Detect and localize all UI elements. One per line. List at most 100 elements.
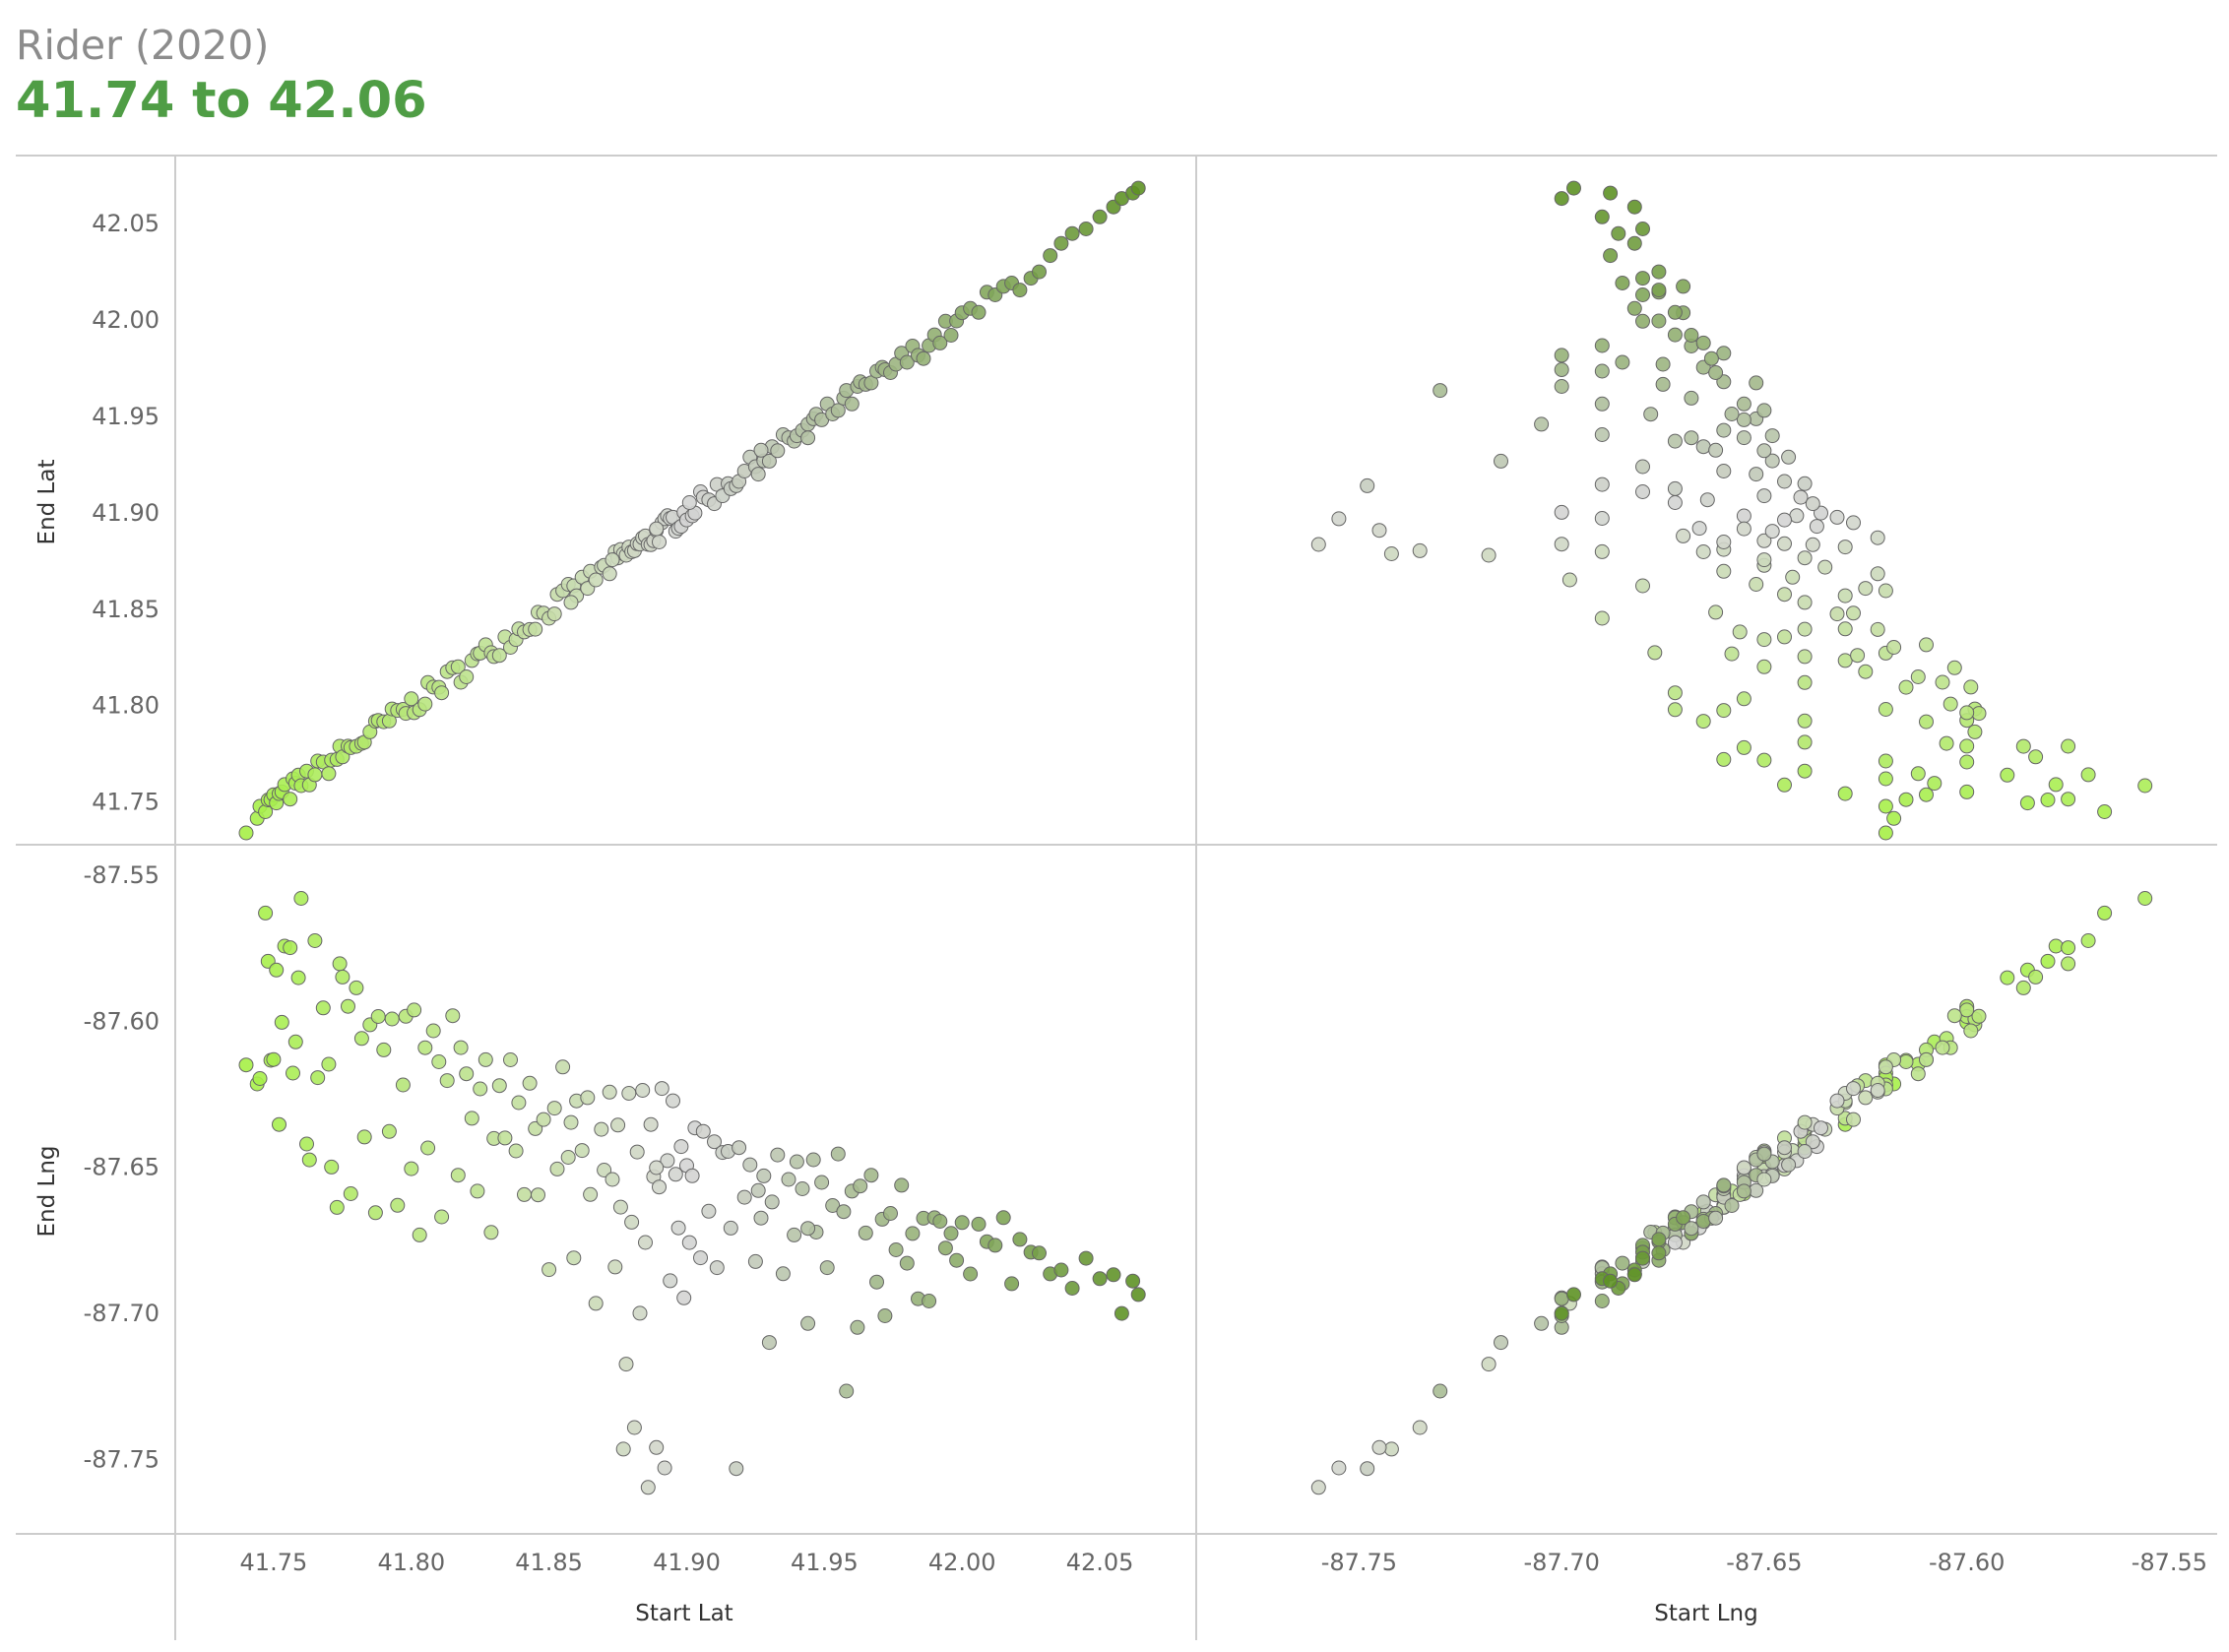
scatter-point [1594, 396, 1610, 412]
scatter-point [310, 1070, 326, 1086]
scatter-point [1554, 504, 1569, 520]
scatter-point [830, 1146, 846, 1162]
scatter-point [693, 1250, 708, 1266]
scatter-point [546, 1101, 562, 1116]
scatter-point [1837, 540, 1853, 555]
scatter-point [1676, 1210, 1691, 1226]
scatter-point [1910, 766, 1926, 782]
y-tick-label: -87.75 [84, 1446, 159, 1474]
scatter-point [258, 905, 274, 921]
scatter-point [1651, 1245, 1667, 1261]
scatter-point [2000, 970, 2015, 985]
scatter-point [1635, 271, 1650, 286]
scatter-point [605, 1172, 620, 1187]
scatter-point [1878, 1059, 1893, 1075]
scatter-point [995, 1210, 1011, 1226]
scatter-point [301, 1152, 317, 1168]
scatter-point [2097, 905, 2113, 921]
scatter-point [1959, 784, 1975, 799]
scatter-point [747, 1253, 763, 1269]
scatter-point [971, 1216, 987, 1232]
scatter-point [1566, 1287, 1581, 1303]
scatter-point [583, 1186, 599, 1202]
scatter-point [2015, 980, 2031, 995]
points-layer [238, 180, 2153, 1495]
scatter-point [434, 1209, 450, 1225]
page-title: Rider (2020) [16, 22, 270, 69]
scatter-point [795, 1181, 810, 1196]
x-axis-title-start-lng: Start Lng [1654, 1601, 1758, 1626]
scatter-point [649, 1160, 665, 1175]
scatter-point [632, 1305, 648, 1321]
scatter-point [1594, 543, 1610, 559]
scatter-point [684, 1168, 700, 1183]
scatter-point [1756, 443, 1772, 459]
scatter-point [390, 1197, 406, 1213]
scatter-point [932, 1214, 948, 1229]
scatter-point [1797, 476, 1813, 491]
scatter-point [1651, 313, 1667, 329]
scatter-point [1910, 669, 1926, 684]
scatter-point [695, 1123, 711, 1139]
scatter-point [1626, 300, 1642, 316]
scatter-point [949, 1252, 965, 1268]
scatter-point [420, 1140, 436, 1156]
scatter-point [1078, 222, 1094, 236]
scatter-point [434, 685, 450, 701]
scatter-point [932, 335, 948, 350]
scatter-point [1756, 632, 1772, 648]
scatter-point [560, 1150, 576, 1165]
scatter-point [2028, 969, 2044, 985]
y-tick-label: -87.55 [84, 861, 159, 889]
scatter-point [1615, 276, 1630, 290]
scatter-point [1412, 542, 1428, 558]
scatter-point [844, 396, 860, 412]
scatter-point [1667, 304, 1683, 320]
scatter-point [1635, 578, 1650, 594]
scatter-point [1566, 180, 1581, 196]
scatter-point [1412, 1420, 1428, 1435]
scatter-point [789, 1154, 804, 1170]
scatter-point [954, 1215, 970, 1231]
scatter-point [1878, 771, 1893, 787]
scatter-point [508, 1143, 524, 1159]
scatter-point [676, 1290, 692, 1305]
scatter-point [1125, 1273, 1141, 1289]
scatter-point [1959, 1002, 1975, 1018]
scatter-point [349, 980, 364, 995]
scatter-point [1797, 1144, 1813, 1159]
scatter-point [541, 1262, 557, 1278]
scatter-point [1594, 427, 1610, 442]
scatter-point [356, 1129, 372, 1145]
scatter-point [1699, 492, 1715, 508]
scatter-point [1594, 477, 1610, 492]
scatter-point [1736, 1183, 1751, 1199]
scatter-point [1797, 621, 1813, 637]
scatter-point [1817, 559, 1833, 575]
x-tick-label: 41.95 [791, 1549, 859, 1576]
scatter-point [1708, 442, 1724, 458]
y-tick-label: -87.65 [84, 1154, 159, 1181]
x-tick-label: 42.05 [1066, 1549, 1134, 1576]
scatter-point [1781, 449, 1797, 465]
scatter-point [1939, 735, 1954, 751]
scatter-point [588, 1296, 604, 1311]
scatter-point [1846, 515, 1861, 531]
scatter-point [1716, 751, 1732, 767]
scatter-point [1554, 362, 1569, 377]
scatter-point [1594, 209, 1610, 224]
scatter-point [1910, 1066, 1926, 1082]
scatter-point [1635, 222, 1650, 236]
scatter-point [1667, 685, 1683, 701]
scatter-point [1667, 1235, 1683, 1250]
scatter-point [252, 1071, 268, 1086]
scatter-point [1716, 563, 1732, 579]
scatter-point [1684, 328, 1699, 343]
scatter-point [624, 1214, 640, 1230]
scatter-point [1561, 572, 1577, 588]
scatter-point [830, 403, 846, 418]
scatter-point [491, 648, 507, 664]
scatter-point [439, 1073, 455, 1089]
scatter-point [1310, 537, 1326, 552]
scatter-point [761, 1335, 777, 1351]
